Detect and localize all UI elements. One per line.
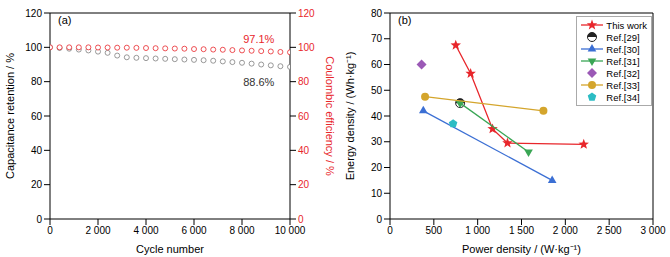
svg-text:80: 80 <box>298 76 310 87</box>
svg-text:2 000: 2 000 <box>85 225 110 236</box>
html-text:Ref.[33]: Ref.[33] <box>606 79 640 91</box>
svg-text:Cycle number: Cycle number <box>136 243 204 255</box>
svg-text:30: 30 <box>371 136 383 147</box>
html-text:Ref.[32]: Ref.[32] <box>606 67 640 79</box>
svg-text:0: 0 <box>298 214 304 225</box>
svg-text:60: 60 <box>371 59 383 70</box>
html-text:This work: This work <box>606 19 647 31</box>
svg-text:2 500: 2 500 <box>597 225 622 236</box>
svg-text:80: 80 <box>31 76 43 87</box>
svg-text:1 500: 1 500 <box>509 225 534 236</box>
svg-text:70: 70 <box>371 33 383 44</box>
html-text:Ref.[30]: Ref.[30] <box>606 43 640 55</box>
svg-text:1 000: 1 000 <box>465 225 490 236</box>
svg-text:Capacitance retention / %: Capacitance retention / % <box>4 53 16 179</box>
svg-text:0: 0 <box>387 225 393 236</box>
svg-text:100: 100 <box>298 42 315 53</box>
svg-text:500: 500 <box>425 225 442 236</box>
svg-text:8 000: 8 000 <box>229 225 254 236</box>
svg-text:88.6%: 88.6% <box>243 76 274 88</box>
svg-text:20: 20 <box>371 162 383 173</box>
svg-text:0: 0 <box>376 214 382 225</box>
svg-text:40: 40 <box>371 111 383 122</box>
html-text:Ref.[31]: Ref.[31] <box>606 55 640 67</box>
html-text:(a): (a) <box>58 14 72 26</box>
svg-text:3 000: 3 000 <box>640 225 665 236</box>
html-text:Ref.[34]: Ref.[34] <box>606 91 640 103</box>
svg-text:20: 20 <box>298 179 310 190</box>
html-text:(b): (b) <box>398 14 412 26</box>
svg-text:97.1%: 97.1% <box>243 33 274 45</box>
svg-text:120: 120 <box>25 8 42 19</box>
svg-text:100: 100 <box>25 42 42 53</box>
svg-text:120: 120 <box>298 8 315 19</box>
svg-text:60: 60 <box>298 111 310 122</box>
svg-text:Coulombic efficiency / %: Coulombic efficiency / % <box>324 56 336 176</box>
svg-text:10: 10 <box>371 188 383 199</box>
svg-text:60: 60 <box>31 111 43 122</box>
svg-text:50: 50 <box>371 85 383 96</box>
svg-text:6 000: 6 000 <box>181 225 206 236</box>
svg-text:40: 40 <box>298 145 310 156</box>
svg-text:0: 0 <box>47 225 53 236</box>
svg-text:40: 40 <box>31 145 43 156</box>
svg-text:Energy density / (Wh·kg⁻¹): Energy density / (Wh·kg⁻¹) <box>344 52 356 181</box>
svg-text:80: 80 <box>371 8 383 19</box>
svg-text:4 000: 4 000 <box>133 225 158 236</box>
svg-text:Power density / (W·kg⁻¹): Power density / (W·kg⁻¹) <box>462 243 581 255</box>
svg-text:10 000: 10 000 <box>275 225 306 236</box>
html-text:Ref.[29]: Ref.[29] <box>606 31 640 43</box>
svg-text:0: 0 <box>36 214 42 225</box>
svg-text:20: 20 <box>31 179 43 190</box>
svg-text:2 000: 2 000 <box>553 225 578 236</box>
